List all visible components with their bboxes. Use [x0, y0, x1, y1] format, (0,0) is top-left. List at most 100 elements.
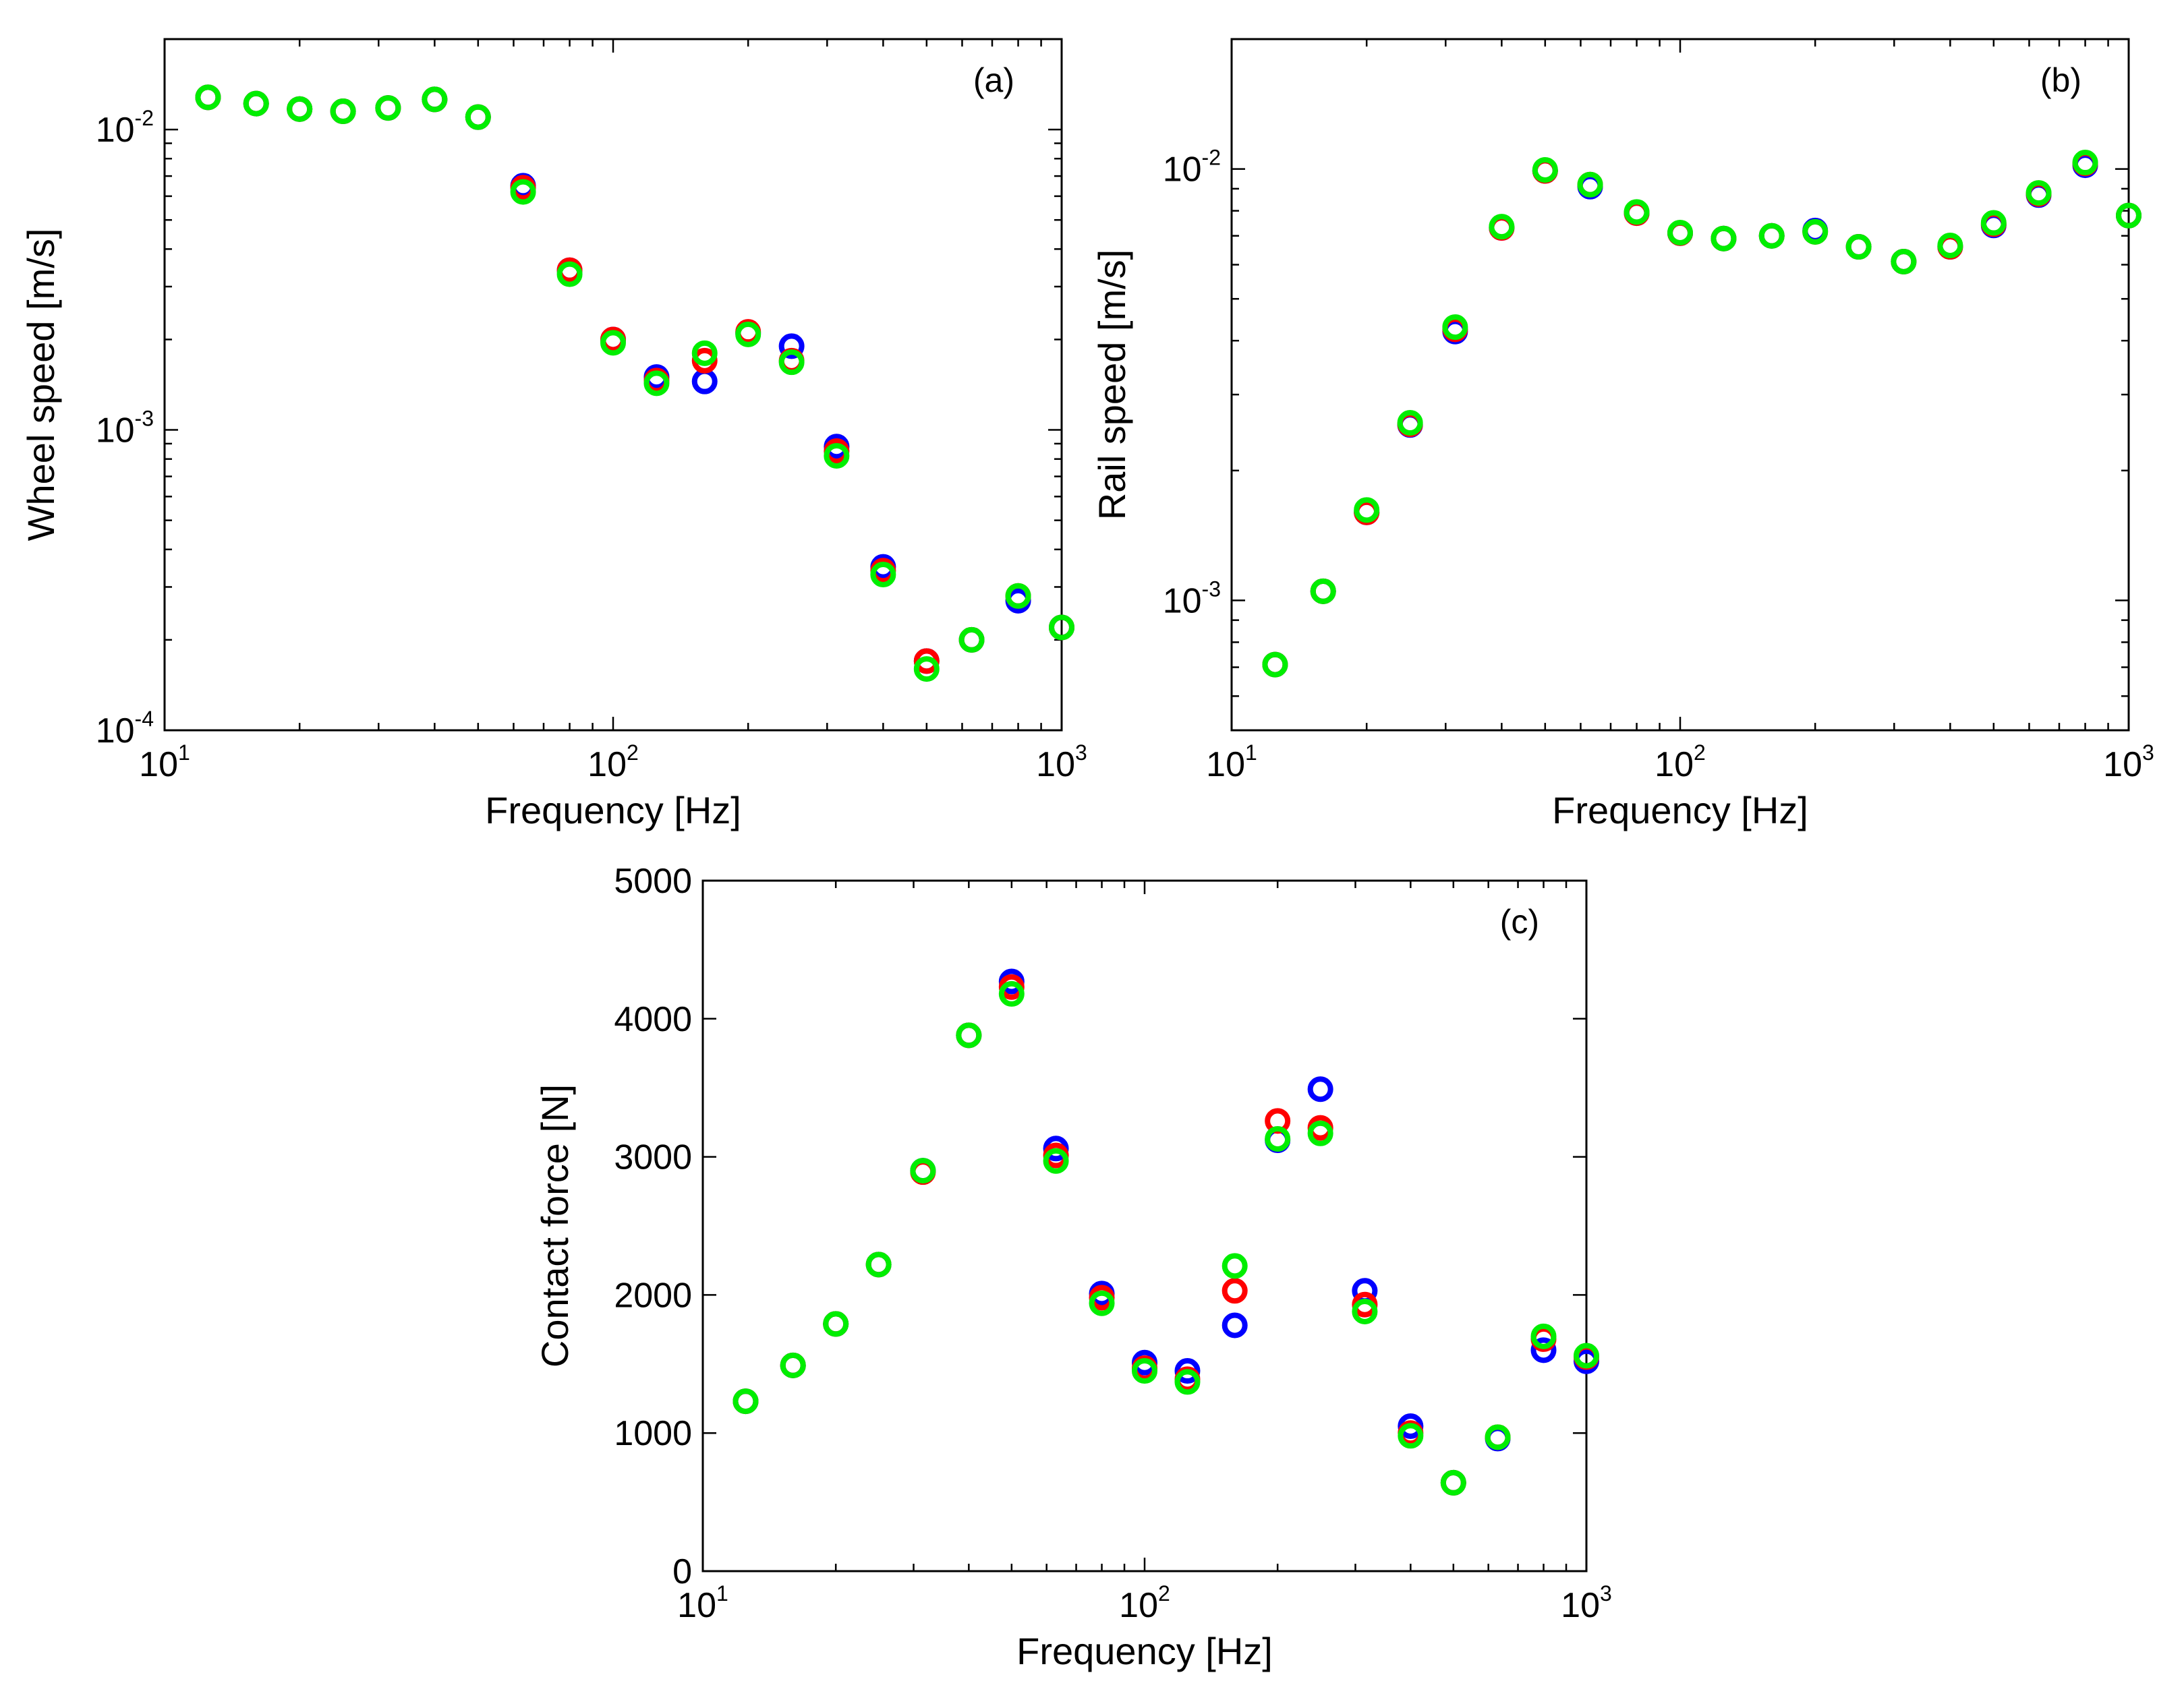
x-tick-label: 103	[1036, 740, 1087, 784]
data-point	[778, 333, 805, 359]
data-point	[1891, 248, 1917, 274]
series-blue	[195, 84, 1074, 674]
series-green	[195, 84, 1074, 682]
series-green	[732, 980, 1599, 1496]
data-point	[195, 84, 221, 111]
data-point	[780, 1352, 806, 1378]
data-point	[1089, 1290, 1115, 1316]
data-point	[1049, 614, 1074, 641]
data-point	[1265, 1125, 1291, 1152]
data-point	[243, 90, 269, 117]
data-point	[2116, 202, 2142, 229]
data-point	[1174, 1358, 1201, 1384]
data-point	[1043, 1148, 1069, 1174]
data-point	[556, 261, 583, 287]
data-point	[1485, 1424, 1511, 1450]
x-tick-label: 103	[2103, 740, 2154, 784]
panel-a-wheel-speed: 101 102 103 10-4 10-3 10-2 Frequency [Hz] Wheel…	[20, 38, 1087, 831]
panel-label: (a)	[973, 61, 1014, 99]
plot-frame	[163, 38, 1063, 732]
data-point	[2072, 150, 2098, 176]
y-tick-label: 1000	[614, 1414, 692, 1453]
panel-b-rail-speed: 101 102 103 10-3 10-2 Frequency [Hz] Rail spee…	[1091, 38, 2154, 831]
x-tick-label: 101	[139, 740, 190, 784]
y-tick-label: 10-2	[96, 106, 154, 150]
panel-c-contact-force: 101 102 103 0 1000 2000 3000 4000 5000 Frequency …	[534, 862, 1612, 1672]
x-tick-label: 103	[1561, 1581, 1612, 1625]
data-point	[1440, 1469, 1466, 1496]
data-point	[1980, 210, 2007, 236]
data-point	[510, 179, 536, 205]
data-point	[1222, 1312, 1248, 1339]
x-tick-label: 102	[587, 740, 639, 784]
y-tick-label: 10-3	[1163, 577, 1221, 620]
x-tick-label: 101	[677, 1581, 728, 1625]
data-point	[1354, 497, 1380, 523]
data-point	[913, 656, 940, 682]
data-point	[1222, 1253, 1248, 1279]
data-point	[1262, 651, 1288, 678]
data-point	[1307, 1076, 1333, 1102]
data-point	[870, 562, 896, 588]
x-axis-title: Frequency [Hz]	[1552, 789, 1808, 831]
data-point	[1132, 1358, 1157, 1384]
data-point	[2025, 180, 2052, 206]
data-point	[600, 330, 626, 356]
data-point	[1222, 1278, 1248, 1304]
y-tick-label: 10-2	[1163, 146, 1221, 189]
series-red	[732, 974, 1599, 1496]
x-tick-label: 102	[1655, 740, 1706, 784]
series-blue	[732, 968, 1599, 1496]
plot-frame	[1230, 38, 2130, 732]
series-blue	[1262, 152, 2142, 678]
x-tick-label: 102	[1119, 1581, 1170, 1625]
data-point	[1532, 156, 1558, 183]
data-point	[1711, 225, 1737, 252]
y-tick-label: 10-3	[96, 407, 154, 450]
x-tick-label: 101	[1206, 740, 1257, 784]
data-point	[956, 1022, 982, 1049]
data-point	[287, 96, 313, 122]
data-point	[1397, 410, 1423, 436]
tick-marks	[701, 879, 1588, 1572]
y-axis-title: Rail speed [m/s]	[1091, 249, 1133, 521]
data-point	[422, 86, 448, 113]
data-point	[1623, 199, 1650, 225]
y-tick-label: 2000	[614, 1276, 692, 1315]
data-point	[1310, 578, 1336, 604]
x-axis-title: Frequency [Hz]	[485, 789, 741, 831]
data-point	[1442, 314, 1468, 341]
data-point	[691, 340, 718, 366]
data-point	[1307, 1120, 1333, 1146]
data-point	[1352, 1298, 1378, 1324]
data-point	[910, 1158, 936, 1184]
data-point	[1577, 171, 1603, 198]
data-point	[1667, 219, 1693, 245]
y-tick-label: 5000	[614, 862, 692, 901]
data-point	[735, 321, 761, 347]
plot-frame	[701, 879, 1588, 1572]
y-tick-label: 0	[672, 1552, 692, 1591]
data-point	[824, 442, 850, 469]
data-point	[375, 95, 401, 121]
y-tick-label: 3000	[614, 1138, 692, 1177]
data-point	[998, 980, 1025, 1007]
series-green	[1262, 150, 2142, 678]
series-red	[1262, 150, 2142, 678]
y-axis-title: Contact force [N]	[534, 1084, 576, 1367]
data-point	[330, 98, 356, 125]
data-point	[1530, 1323, 1557, 1349]
data-point	[732, 1388, 759, 1415]
data-point	[913, 648, 940, 674]
data-point	[1174, 1369, 1201, 1395]
panel-label: (b)	[2040, 61, 2081, 99]
tick-marks	[163, 38, 1063, 732]
data-point	[465, 104, 491, 130]
data-point	[1845, 234, 1872, 260]
y-tick-label: 4000	[614, 1000, 692, 1039]
y-axis-title: Wheel speed [m/s]	[20, 229, 62, 541]
data-point	[1802, 218, 1829, 245]
tick-marks	[1230, 38, 2130, 732]
y-tick-label: 10-4	[96, 707, 154, 751]
